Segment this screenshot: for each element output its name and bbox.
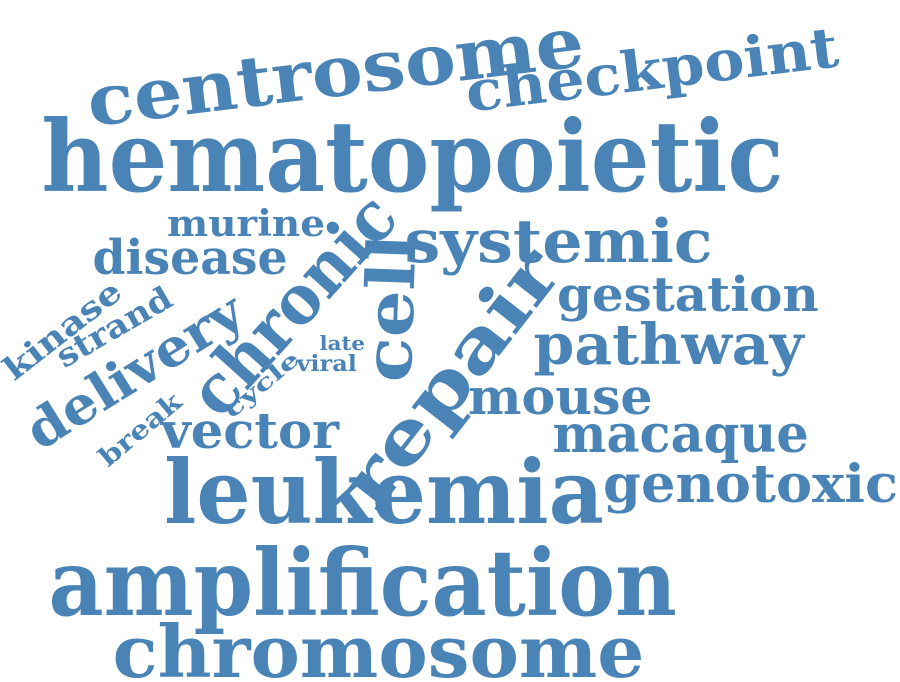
word-viral: viral [295, 351, 357, 377]
word-late: late [319, 331, 365, 355]
word-gestation: gestation [556, 267, 819, 323]
word-leukemia: leukemia [164, 440, 604, 544]
word-chromosome: chromosome [112, 609, 644, 682]
word-murine: murine [167, 203, 325, 245]
word-mouse: mouse [467, 367, 653, 426]
word-disease: disease [92, 230, 288, 286]
word-pathway: pathway [533, 312, 804, 378]
word-genotoxic: genotoxic [602, 454, 898, 515]
word-hematopoietic: hematopoietic [40, 100, 784, 215]
word-vector: vector [160, 401, 340, 460]
word-systemic: systemic [404, 207, 713, 277]
word-macaque: macaque [551, 404, 809, 465]
word-amplification: amplification [47, 529, 677, 637]
